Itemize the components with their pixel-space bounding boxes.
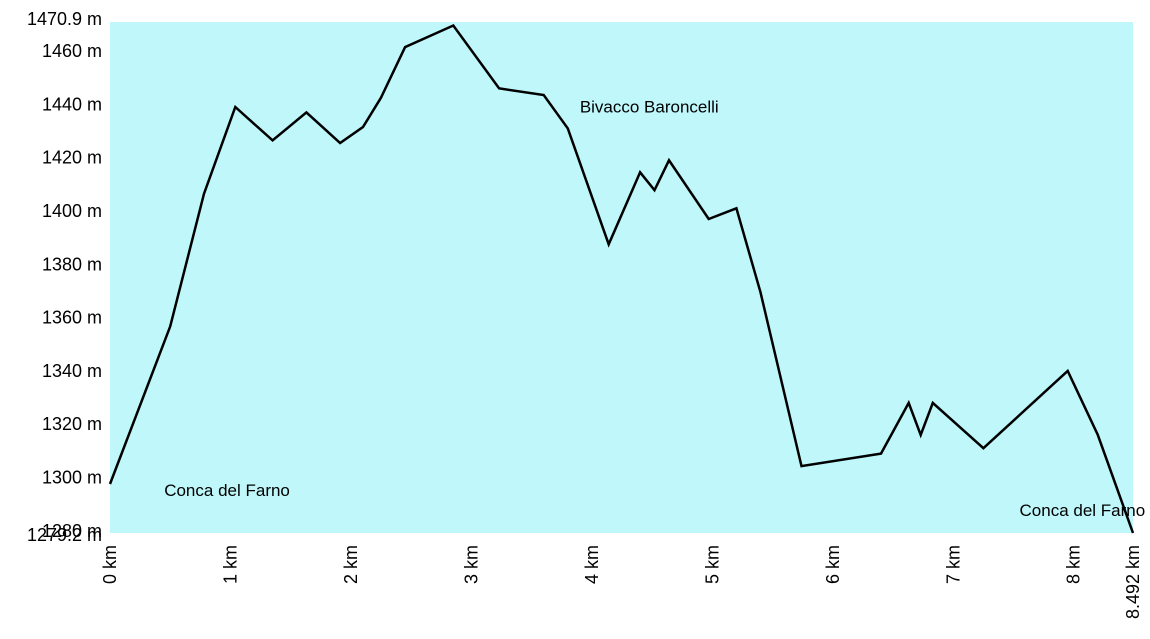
y-tick-label: 1470.9 m [27,9,102,29]
y-tick-label: 1460 m [42,41,102,61]
y-tick-label: 1320 m [42,414,102,434]
y-tick-label: 1340 m [42,361,102,381]
y-tick-label: 1440 m [42,94,102,114]
place-annotation: Conca del Farno [164,481,290,500]
annotations: Conca del Farno Bivacco Baroncelli Conca d… [164,97,1145,520]
x-axis: 0 km 1 km 2 km 3 km 4 km 5 km 6 km 7 km 8 km 8.49… [100,545,1143,619]
place-annotation: Bivacco Baroncelli [580,97,719,116]
x-tick-label: 3 km [461,545,481,584]
x-tick-label: 6 km [823,545,843,584]
x-tick-label: 0 km [100,545,120,584]
elevation-profile-line [108,23,1135,534]
x-tick-label: 5 km [702,545,722,584]
x-tick-label: 4 km [582,545,602,584]
place-annotation: Conca del Farno [1020,501,1146,520]
y-tick-label: 1279.2 m [27,525,102,545]
x-tick-label: 8.492 km [1123,545,1143,619]
y-tick-label: 1420 m [42,148,102,168]
plot-background [110,22,1133,533]
y-tick-label: 1400 m [42,201,102,221]
y-tick-label: 1300 m [42,468,102,488]
y-tick-label: 1380 m [42,254,102,274]
x-tick-label: 8 km [1064,545,1084,584]
x-tick-label: 2 km [341,545,361,584]
x-tick-label: 1 km [220,545,240,584]
x-tick-label: 7 km [943,545,963,584]
y-tick-label: 1280 m [42,521,102,541]
y-axis: 1470.9 m 1460 m 1440 m 1420 m 1400 m 1380 m 13… [27,9,102,545]
y-tick-label: 1360 m [42,308,102,328]
